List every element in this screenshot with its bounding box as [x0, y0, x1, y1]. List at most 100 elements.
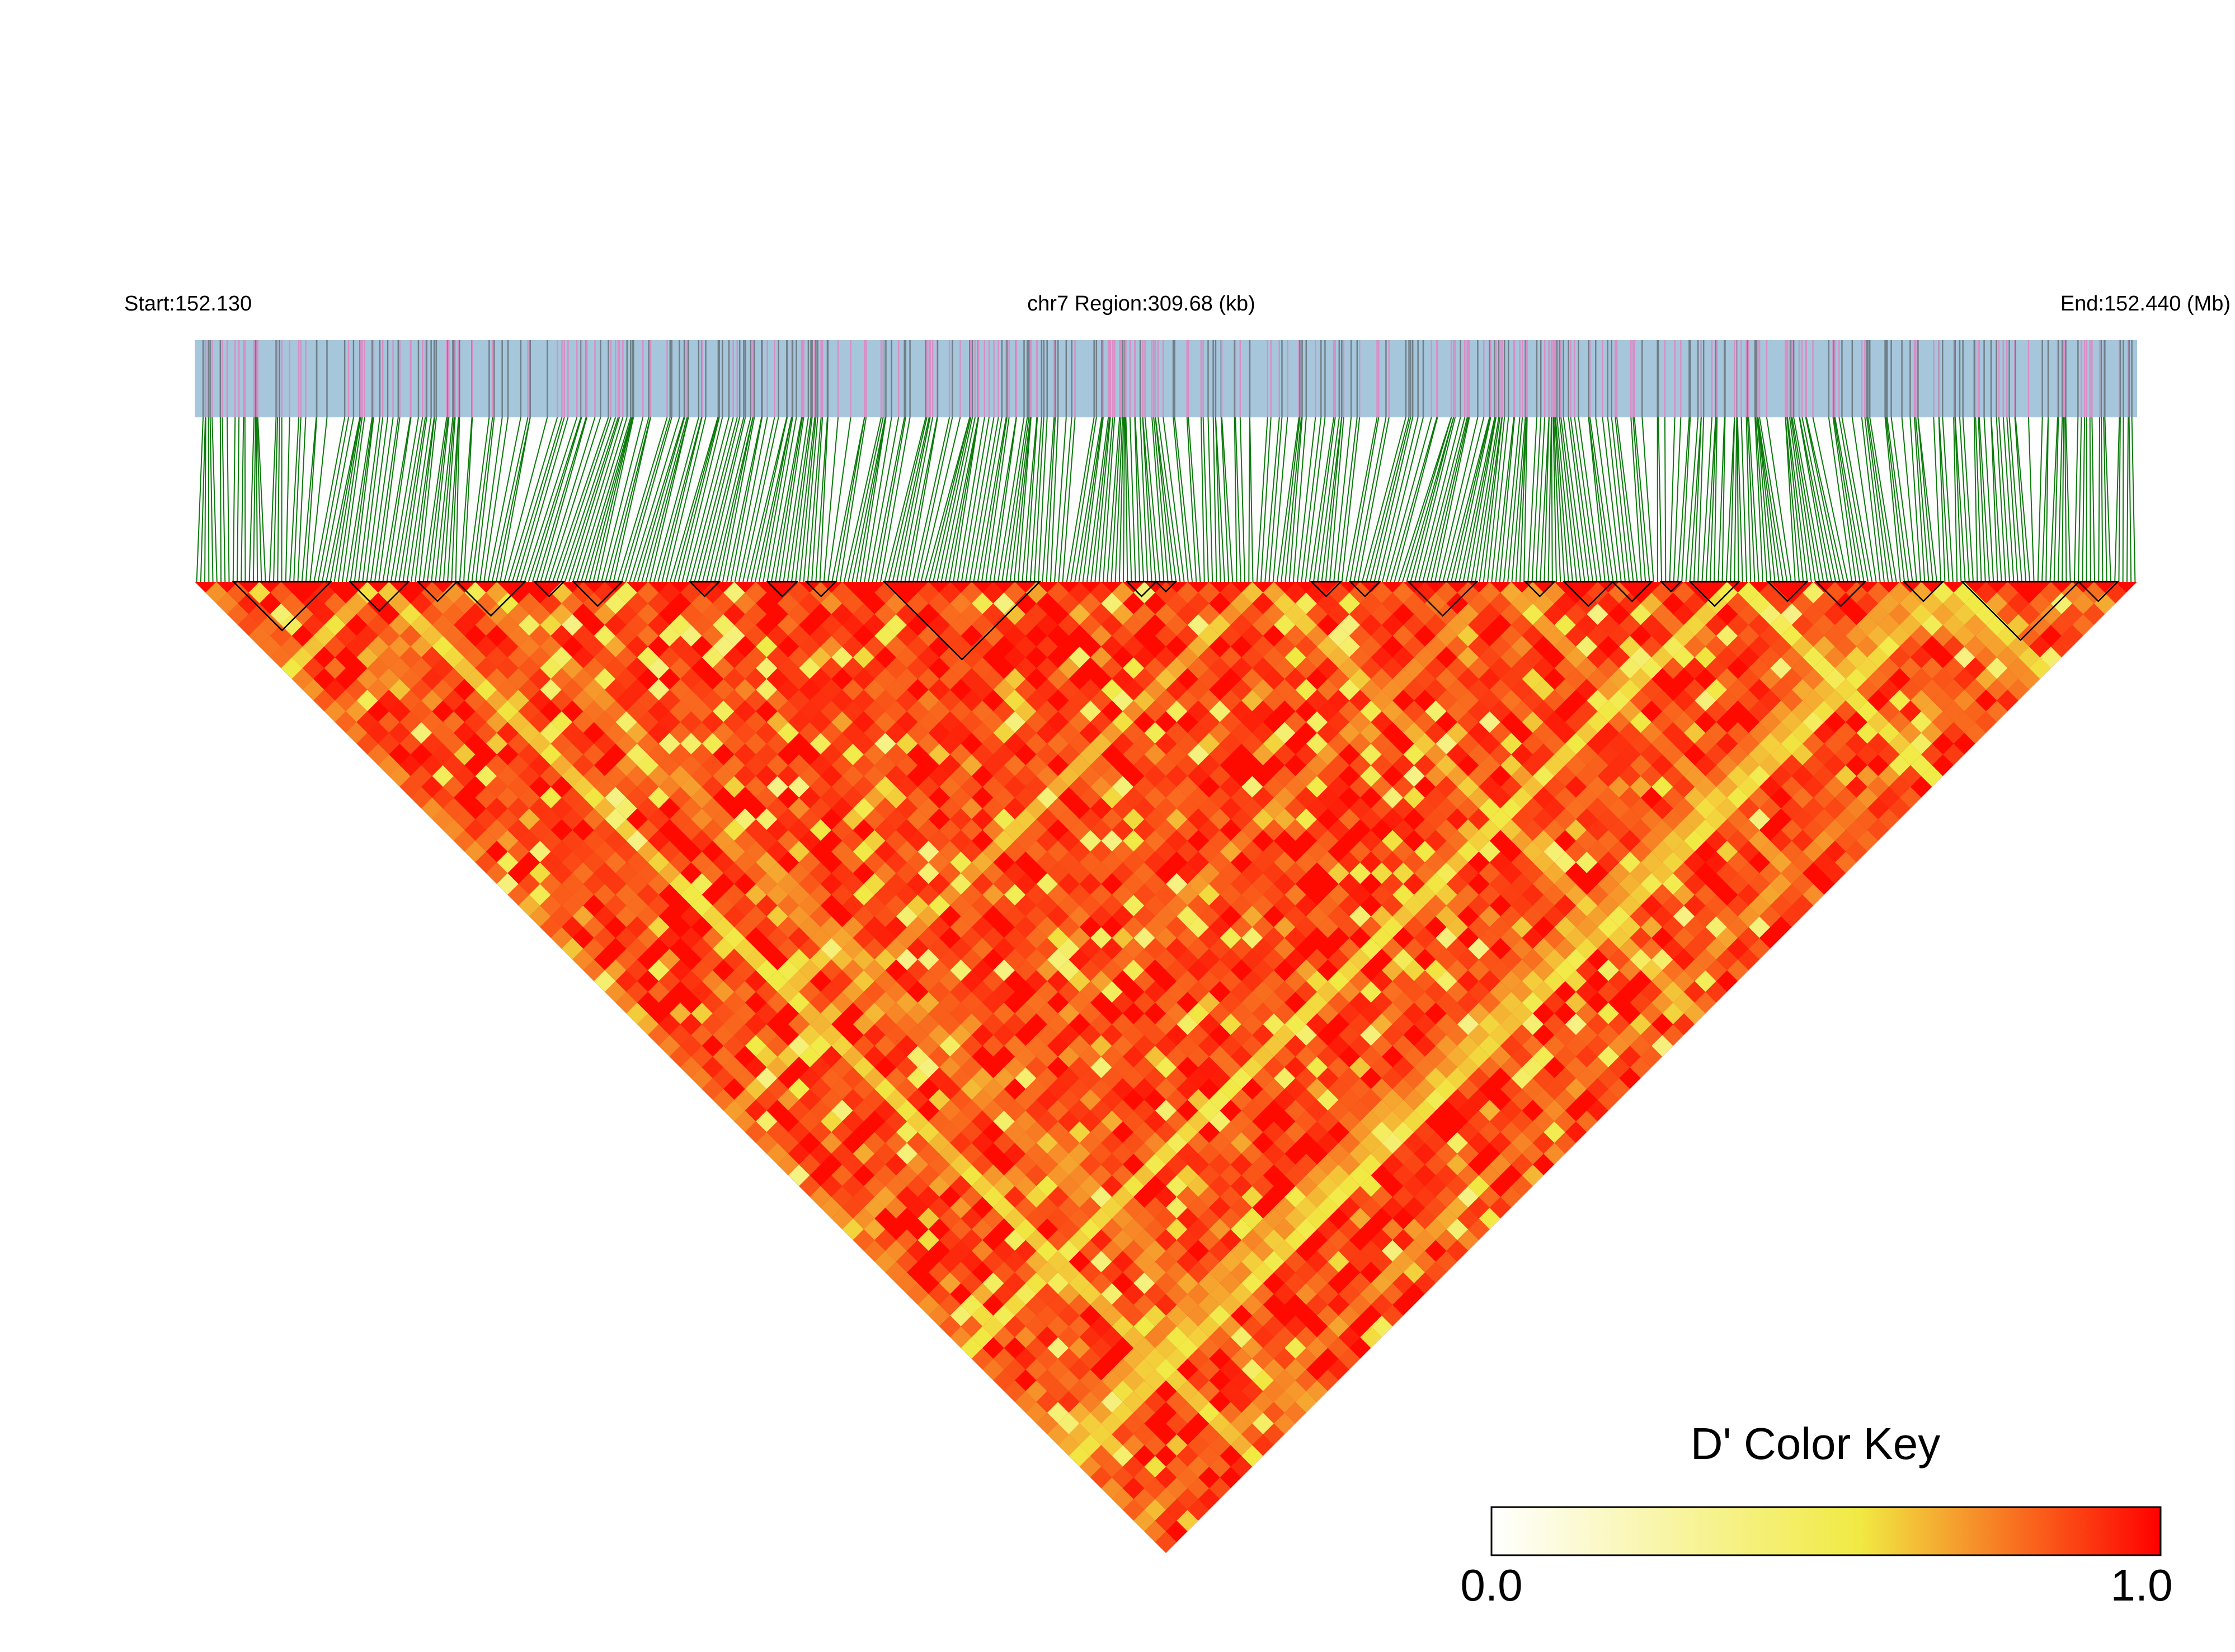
ld-cell: [1133, 1337, 1155, 1359]
snp-connector: [500, 417, 531, 582]
ld-cell: [443, 819, 465, 841]
ld-cell: [550, 905, 573, 928]
ld-cell: [766, 797, 788, 820]
ld-cell: [1587, 1078, 1608, 1100]
snp-connector: [528, 417, 582, 582]
ld-cell: [1436, 884, 1457, 906]
ld-cell: [464, 711, 486, 733]
ld-cell: [1209, 1175, 1231, 1197]
ld-cell: [1414, 1121, 1436, 1143]
ld-cell: [1101, 679, 1123, 701]
ld-cell: [540, 808, 562, 830]
ld-cell: [1867, 819, 1889, 841]
ld-cell: [1479, 1121, 1500, 1143]
ld-cell: [1489, 808, 1512, 830]
ld-cell: [1954, 646, 1975, 669]
ld-cell: [1014, 1348, 1037, 1370]
ld-cell: [917, 689, 939, 712]
ld-cell: [1489, 700, 1512, 722]
ld-cell: [1727, 722, 1749, 744]
ld-cell: [896, 1121, 918, 1143]
ld-cell: [1575, 938, 1598, 960]
ld-cell: [1338, 1175, 1361, 1197]
snp-connector: [2041, 417, 2049, 582]
snp-connector: [1681, 417, 1691, 582]
ld-cell: [896, 991, 918, 1014]
ld-cell: [1522, 884, 1544, 906]
snp-connector: [645, 417, 689, 582]
ld-cell: [497, 614, 519, 636]
ld-cell: [971, 614, 994, 636]
ld-cell: [1079, 787, 1102, 809]
ld-cell: [917, 797, 939, 820]
ld-cell: [1597, 592, 1620, 614]
ld-cell: [443, 603, 465, 625]
ld-cell: [324, 700, 346, 722]
ld-cell: [1834, 830, 1857, 852]
snp-connector: [2098, 417, 2101, 582]
ld-cell: [1673, 711, 1695, 733]
ld-cell: [885, 851, 907, 873]
ld-cell: [1295, 614, 1318, 636]
snp-connector: [730, 417, 763, 582]
ld-cell: [1705, 700, 1728, 722]
ld-cell: [1230, 1046, 1253, 1067]
ld-cell: [950, 851, 972, 873]
ld-cell: [1683, 895, 1706, 916]
ld-cell: [1683, 938, 1706, 960]
ld-cell: [917, 625, 939, 647]
ld-cell: [1187, 1067, 1210, 1089]
ld-cell: [1608, 646, 1630, 669]
ld-cell: [410, 592, 432, 614]
ld-cell: [1177, 1250, 1198, 1273]
ld-cell: [658, 1013, 680, 1036]
ld-cell: [1349, 1035, 1371, 1057]
ld-cell: [1889, 646, 1911, 669]
ld-cell: [1565, 1121, 1587, 1143]
ld-cell: [1683, 700, 1706, 722]
ld-cell: [1803, 646, 1824, 669]
snp-connector: [1551, 417, 1553, 582]
ld-cell: [1122, 1262, 1145, 1283]
ld-cell: [1748, 830, 1771, 852]
ld-cell: [1738, 948, 1759, 971]
snp-connector: [1309, 417, 1335, 582]
ld-cell: [464, 840, 486, 863]
ld-cell: [1630, 884, 1651, 906]
ld-cell: [1317, 1262, 1339, 1283]
ld-cell: [907, 1132, 929, 1154]
ld-cell: [971, 1240, 994, 1262]
ld-cell: [1532, 592, 1555, 614]
ld-cell: [1133, 1380, 1155, 1402]
ld-cell: [1069, 1294, 1090, 1316]
ld-cell: [1436, 1186, 1457, 1208]
ld-cell: [712, 808, 735, 830]
snp-connector: [410, 417, 435, 582]
snp-connector: [1547, 417, 1552, 582]
snp-connector: [944, 417, 979, 582]
ld-cell: [2029, 657, 2051, 679]
snp-connector: [1353, 417, 1387, 582]
ld-cell: [863, 938, 886, 960]
ld-cell: [475, 679, 497, 701]
ld-cell: [971, 1067, 994, 1089]
ld-cell: [1025, 1229, 1047, 1251]
ld-cell: [1338, 1089, 1361, 1111]
ld-cell: [1047, 1099, 1069, 1122]
snp-connector: [1553, 417, 1561, 582]
snp-connector: [1799, 417, 1828, 582]
ld-cell: [1403, 636, 1425, 658]
ld-cell: [1403, 1110, 1425, 1132]
snp-connector: [227, 417, 230, 582]
ld-cell: [799, 851, 821, 873]
ld-cell: [1069, 1315, 1090, 1338]
ld-cell: [1144, 1499, 1166, 1521]
ld-cell: [2083, 582, 2105, 604]
ld-cell: [950, 1262, 972, 1283]
ld-cell: [669, 743, 691, 765]
ld-cell: [1209, 765, 1231, 787]
ld-cell: [1198, 1229, 1220, 1251]
ld-cell: [1177, 862, 1198, 884]
ld-cell: [1209, 1089, 1231, 1111]
ld-cell: [1047, 1207, 1069, 1230]
